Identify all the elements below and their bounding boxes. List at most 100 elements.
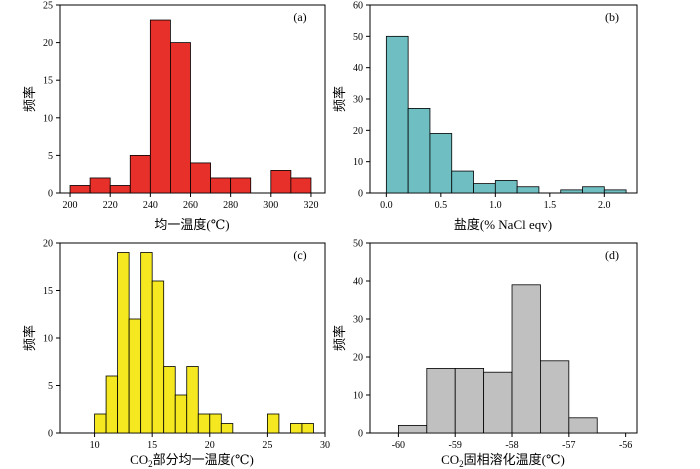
panel-a-bar-1 <box>89 177 111 194</box>
panel-a-bar-6 <box>190 162 211 194</box>
panel-a-x-tick-label-2: 240 <box>143 200 158 211</box>
panel-a-bar-8 <box>230 177 252 194</box>
panel-a-x-tick-label-1: 220 <box>103 200 118 211</box>
panel-d-bar-4 <box>511 284 541 434</box>
panel-d-bar-0 <box>398 424 428 434</box>
panel-d-x-tick-label-1: -59 <box>449 440 462 451</box>
panel-b: 0.0 0.5 1.0 1.5 2.0 0 10 20 30 40 50 60 (b) 频率 盐度(%… <box>332 1 638 232</box>
panel-a-y-tick-label-4: 20 <box>43 38 53 49</box>
panel-c-y-tick-label-0: 0 <box>48 429 53 440</box>
panel-c-bar-0 <box>94 413 107 434</box>
panel-b-x-tick-label-0: 0.0 <box>380 200 393 211</box>
panel-d-y-tick-label-4: 40 <box>353 277 363 288</box>
panel-c-bar-5 <box>151 280 165 434</box>
panel-a-label: (a) <box>293 10 306 24</box>
panel-c-x-tick-label-0: 10 <box>90 440 100 451</box>
panel-d-y-tick-label-1: 10 <box>353 391 363 402</box>
panel-b-y-tick-label-1: 10 <box>353 157 363 168</box>
panel-b-y-tick-label-6: 60 <box>353 1 363 12</box>
panel-b-y-tick-label-2: 20 <box>353 126 363 137</box>
panel-c: 10 15 20 25 30 0 5 10 15 20 (c) 频率 CO2部分均一温度(℃) <box>22 239 330 469</box>
panel-a-y-axis-label: 频率 <box>22 86 37 112</box>
panel-c-y-tick-label-4: 20 <box>43 239 53 250</box>
panel-a-bar-4 <box>149 19 171 194</box>
panel-a-bar-10 <box>290 177 312 194</box>
panel-d-label: (d) <box>605 248 619 262</box>
panel-a-x-tick-label-4: 280 <box>223 200 238 211</box>
panel-b-ticks: 0.0 0.5 1.0 1.5 2.0 0 10 20 30 40 50 60 <box>353 1 611 212</box>
panel-b-bar-2 <box>429 133 453 194</box>
panel-d-x-tick-label-2: -58 <box>505 440 518 451</box>
panel-b-bars <box>385 35 627 194</box>
panel-c-bar-4 <box>140 252 153 434</box>
panel-a-y-tick-label-5: 25 <box>43 1 53 12</box>
panel-c-bar-14 <box>301 423 314 434</box>
panel-d-y-axis-label: 频率 <box>332 325 347 351</box>
panel-d-bar-3 <box>483 371 513 434</box>
panel-b-bar-6 <box>516 186 540 194</box>
panel-a-y-tick-label-2: 10 <box>43 113 53 124</box>
panel-a-bar-5 <box>170 42 191 194</box>
panel-c-bar-6 <box>163 366 176 434</box>
panel-c-bars <box>94 252 314 434</box>
panel-b-bar-9 <box>603 189 627 194</box>
panel-c-y-tick-label-1: 5 <box>48 381 53 392</box>
panel-a-y-tick-label-1: 5 <box>48 151 53 162</box>
panel-b-y-tick-label-3: 30 <box>353 95 363 106</box>
panel-d-x-tick-label-3: -57 <box>562 440 575 451</box>
panel-b-label: (b) <box>605 10 619 24</box>
panel-d-bar-2 <box>454 367 485 434</box>
panel-c-bar-7 <box>174 394 188 434</box>
panel-d-y-tick-label-5: 50 <box>353 239 363 250</box>
panel-b-bar-4 <box>473 183 496 194</box>
panel-c-bar-3 <box>128 318 142 434</box>
panel-b-x-tick-label-3: 1.5 <box>544 200 557 211</box>
panel-b-y-tick-label-0: 0 <box>358 189 363 200</box>
panel-c-bar-1 <box>105 375 119 434</box>
panel-a-ticks: 200 220 240 260 280 300 320 0 5 10 15 20 25 <box>43 1 318 212</box>
panel-a-bar-3 <box>129 154 151 194</box>
panel-a-bar-7 <box>210 177 232 194</box>
panel-a-x-tick-label-5: 300 <box>263 200 278 211</box>
panel-b-x-tick-label-4: 2.0 <box>598 200 611 211</box>
panel-d-ticks: -60 -59 -58 -57 -56 0 10 20 30 40 50 <box>353 239 632 452</box>
panel-b-bar-3 <box>451 170 474 194</box>
panel-a-bar-2 <box>109 185 131 194</box>
panel-b-bar-1 <box>407 108 431 194</box>
panel-a-x-tick-label-6: 320 <box>303 200 318 211</box>
panel-a-y-tick-label-3: 15 <box>43 76 53 87</box>
panel-d-bar-5 <box>540 360 570 434</box>
panel-d-y-tick-label-3: 30 <box>353 315 363 326</box>
panel-a-x-axis-label: 均一温度(℃) <box>154 217 229 232</box>
panel-a-y-tick-label-0: 0 <box>48 189 53 200</box>
panel-b-bar-7 <box>560 189 583 194</box>
panel-c-y-tick-label-3: 15 <box>43 286 53 297</box>
panel-a-x-tick-label-0: 200 <box>63 200 78 211</box>
panel-c-bar-11 <box>220 423 234 434</box>
panel-c-x-tick-label-3: 25 <box>262 440 272 451</box>
panel-c-bar-10 <box>209 413 222 434</box>
panel-c-ticks: 10 15 20 25 30 0 5 10 15 20 <box>43 239 330 452</box>
panel-c-y-axis-label: 频率 <box>22 325 37 351</box>
panel-d-x-axis-label: CO2固相溶化温度(℃) <box>441 452 565 469</box>
panel-b-x-tick-label-2: 1.0 <box>489 200 502 211</box>
panel-b-x-axis-label: 盐度(% NaCl eqv) <box>454 217 552 232</box>
panel-b-bar-8 <box>582 186 605 194</box>
panel-b-y-axis-label: 频率 <box>332 86 347 112</box>
panel-d-y-tick-label-0: 0 <box>358 429 363 440</box>
panel-d-bars <box>398 284 598 434</box>
panel-d-x-tick-label-4: -56 <box>619 440 632 451</box>
panel-a-x-tick-label-3: 260 <box>183 200 198 211</box>
panel-c-bar-13 <box>290 423 303 434</box>
panel-a-bar-0 <box>69 185 91 194</box>
panel-c-y-tick-label-2: 10 <box>43 334 53 345</box>
panel-c-x-tick-label-1: 15 <box>147 440 157 451</box>
panel-b-y-tick-label-5: 50 <box>353 32 363 43</box>
panel-c-label: (c) <box>293 248 306 262</box>
panel-d: -60 -59 -58 -57 -56 0 10 20 30 40 50 (d) 频率 CO2固相溶… <box>332 239 638 469</box>
panel-c-bar-2 <box>117 252 130 434</box>
panel-a: 200 220 240 260 280 300 320 0 5 10 15 20 25 (a) 频率 均… <box>22 1 326 232</box>
panel-c-x-tick-label-2: 20 <box>205 440 215 451</box>
panel-c-bar-9 <box>197 413 211 434</box>
